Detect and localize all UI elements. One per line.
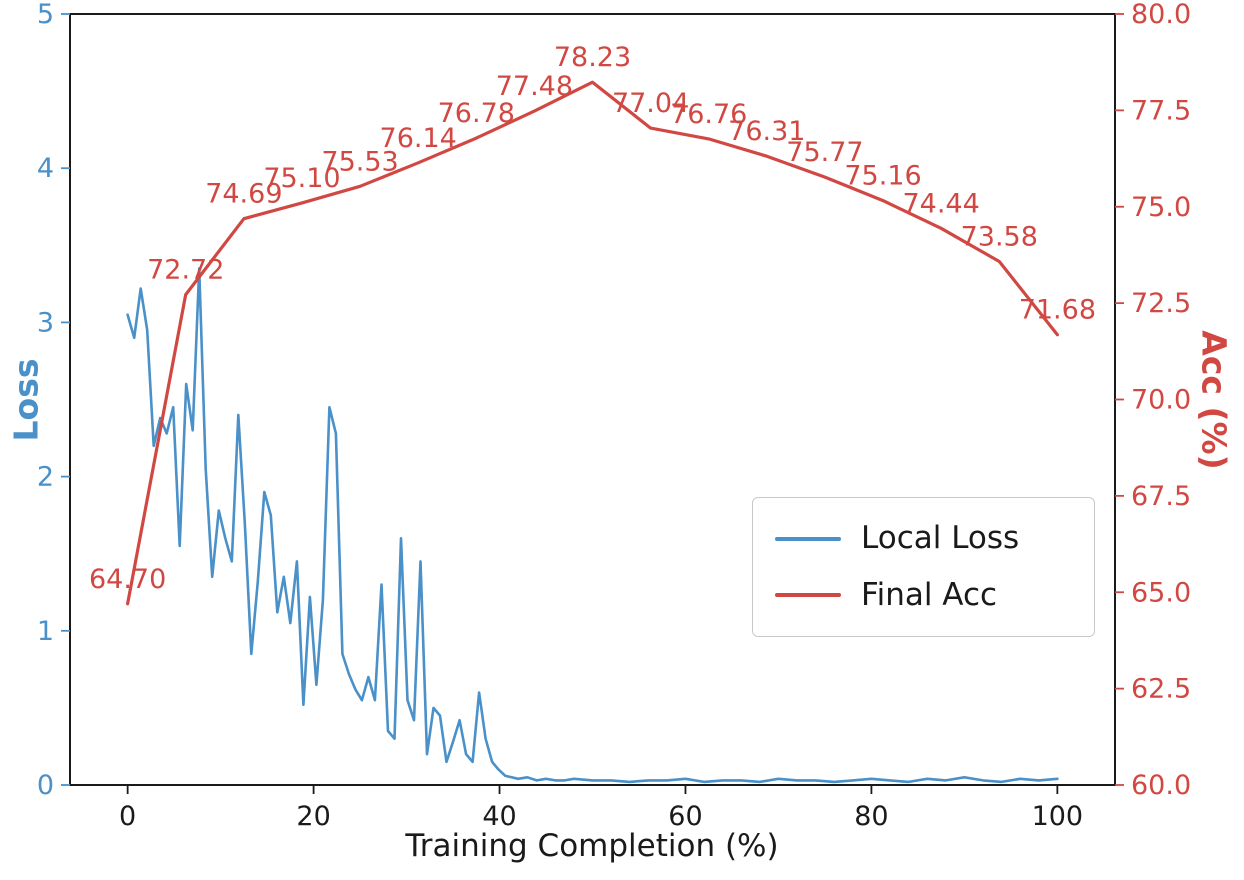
acc-data-labels: 64.70 72.72 74.6975.1075.5376.1476.7877.48… (89, 42, 1096, 595)
svg-text:3: 3 (37, 307, 54, 338)
svg-text:67.5: 67.5 (1131, 481, 1191, 512)
svg-text:76.76: 76.76 (670, 99, 747, 130)
svg-text:75.77: 75.77 (786, 137, 863, 168)
svg-text:77.04: 77.04 (612, 88, 689, 119)
svg-text:77.5: 77.5 (1131, 95, 1191, 126)
svg-text:75.53: 75.53 (321, 146, 398, 177)
plot-border (69, 13, 1116, 786)
right-axis-ticks: 60.0 62.5 65.0 67.5 70.0 72.5 75.0 77.5 80.0 (1115, 0, 1191, 801)
svg-text:72.72: 72.72 (147, 255, 224, 286)
svg-text:20: 20 (296, 801, 330, 832)
svg-text:60: 60 (668, 801, 702, 832)
legend-label-final-acc: Final Acc (861, 576, 998, 613)
svg-text:40: 40 (482, 801, 516, 832)
legend-entry-final-acc: Final Acc (775, 576, 1094, 613)
svg-text:75.0: 75.0 (1131, 192, 1191, 223)
loss-line (126, 267, 1059, 784)
svg-text:76.31: 76.31 (728, 116, 805, 147)
svg-text:70.0: 70.0 (1131, 385, 1191, 416)
legend-label-local-loss: Local Loss (861, 520, 1020, 557)
svg-text:71.68: 71.68 (1019, 295, 1096, 326)
x-axis-label: Training Completion (%) (405, 828, 779, 864)
acc-line (125, 80, 1060, 606)
svg-text:75.10: 75.10 (263, 163, 340, 194)
svg-text:0: 0 (119, 801, 136, 832)
svg-text:4: 4 (37, 153, 54, 184)
svg-text:5: 5 (37, 0, 54, 30)
svg-text:74.44: 74.44 (902, 188, 979, 219)
svg-text:0: 0 (37, 770, 54, 801)
svg-text:74.69: 74.69 (205, 179, 282, 210)
left-axis-ticks: 0 1 2 3 4 5 (37, 0, 70, 801)
svg-text:78.23: 78.23 (554, 42, 631, 73)
svg-text:100: 100 (1032, 801, 1084, 832)
svg-text:62.5: 62.5 (1131, 674, 1191, 705)
svg-text:75.16: 75.16 (844, 161, 921, 192)
svg-text:76.14: 76.14 (380, 123, 457, 154)
svg-text:65.0: 65.0 (1131, 577, 1191, 608)
svg-text:1: 1 (37, 616, 54, 647)
legend: Local Loss Final Acc (752, 497, 1095, 637)
svg-text:80: 80 (854, 801, 888, 832)
svg-text:77.48: 77.48 (496, 71, 573, 102)
svg-text:80.0: 80.0 (1131, 0, 1191, 30)
right-axis-label: Acc (%) (1194, 330, 1234, 470)
legend-line-swatch-blue (775, 536, 841, 541)
svg-text:64.70: 64.70 (89, 564, 166, 595)
svg-text:76.78: 76.78 (438, 98, 515, 129)
left-axis-label: Loss (6, 358, 46, 442)
svg-text:73.58: 73.58 (961, 221, 1038, 252)
svg-text:2: 2 (37, 462, 54, 493)
svg-text:72.5: 72.5 (1131, 288, 1191, 319)
x-axis-ticks: 0 20 40 60 80 100 (119, 785, 1083, 832)
legend-entry-local-loss: Local Loss (775, 523, 1094, 554)
svg-text:60.0: 60.0 (1131, 770, 1191, 801)
legend-line-swatch-red (775, 593, 841, 598)
